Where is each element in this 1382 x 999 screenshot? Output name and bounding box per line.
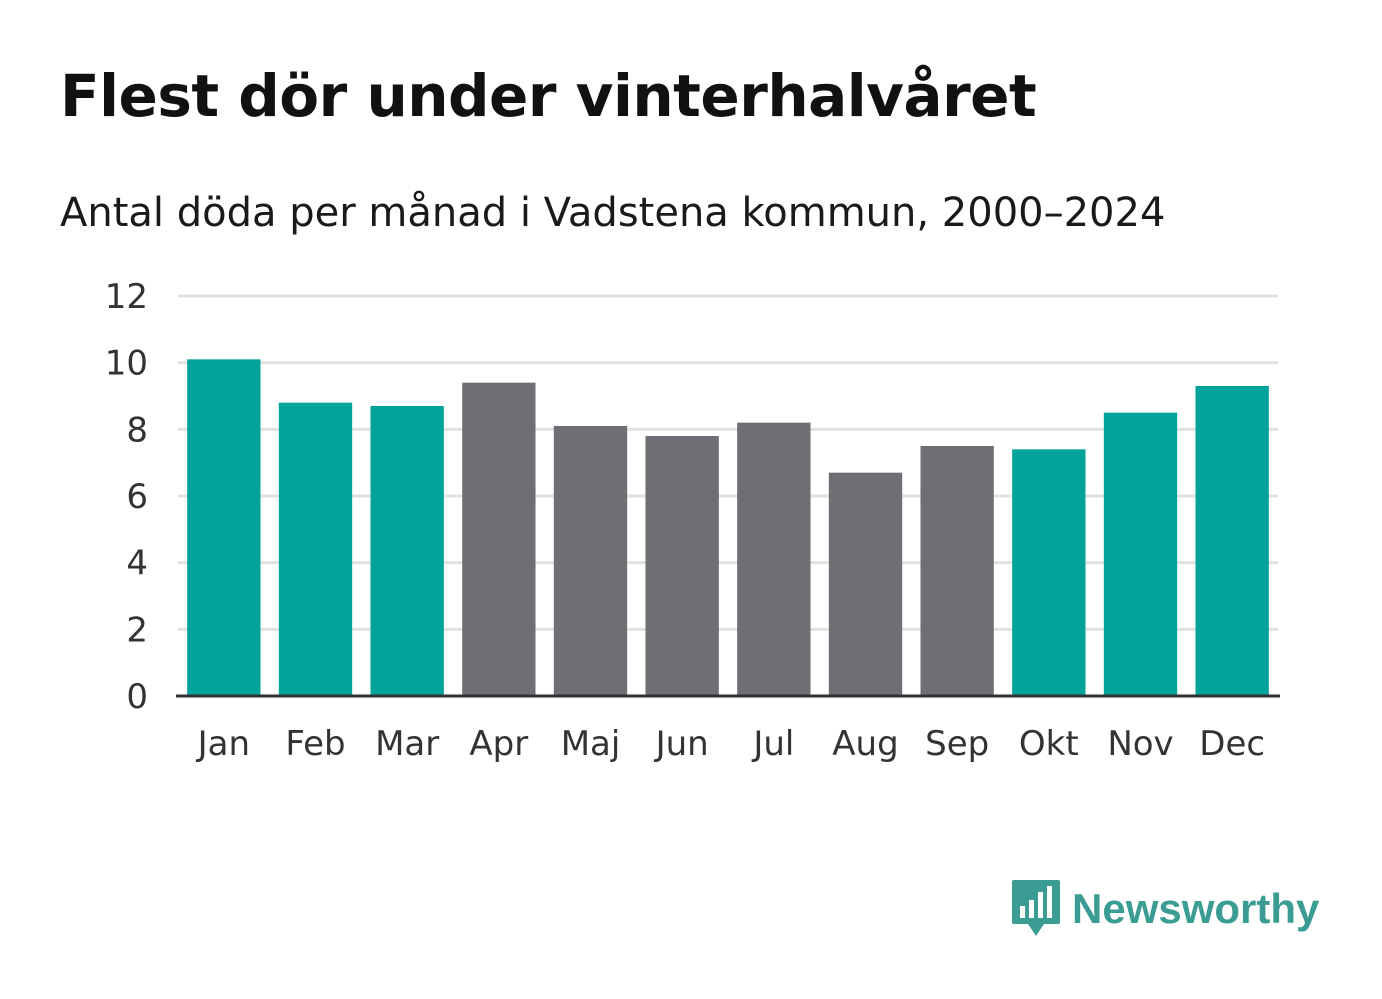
- bar-dec: [1195, 386, 1269, 696]
- bar-maj: [553, 426, 628, 696]
- bar-aug: [828, 472, 903, 696]
- x-tick-label: Feb: [285, 724, 345, 764]
- chart-title: Flest dör under vinterhalvåret: [60, 62, 1037, 130]
- x-tick-label: Jul: [751, 724, 794, 764]
- x-tick-label: Apr: [469, 724, 528, 764]
- y-tick-label: 10: [105, 344, 148, 384]
- logo-text: Newsworthy: [1072, 885, 1320, 932]
- y-tick-label: 2: [126, 610, 148, 650]
- bar-jun: [645, 436, 719, 696]
- x-tick-label: Dec: [1199, 724, 1265, 764]
- axes: 0 2 4 6 8 10 12 Jan Feb Mar Apr Maj Jun Jul Aug Sep Okt N…: [105, 277, 1280, 764]
- newsworthy-chart-bubble-icon: [1012, 880, 1060, 936]
- grid-lines: [178, 294, 1278, 631]
- y-tick-label: 4: [126, 544, 148, 584]
- bars: [187, 359, 1269, 696]
- x-tick-label: Sep: [925, 724, 989, 764]
- bar-mar: [370, 406, 444, 696]
- bar-jan: [187, 359, 261, 696]
- x-tick-label: Maj: [561, 724, 621, 764]
- y-tick-label: 8: [126, 410, 148, 450]
- bar-apr: [462, 382, 536, 696]
- bar-feb: [278, 402, 353, 696]
- x-tick-label: Okt: [1019, 724, 1079, 764]
- y-tick-label: 12: [105, 277, 148, 317]
- x-tick-label: Jan: [196, 724, 250, 764]
- x-tick-label: Nov: [1107, 724, 1173, 764]
- bar-jul: [737, 422, 811, 696]
- y-tick-label: 0: [126, 677, 148, 717]
- bar-sep: [920, 446, 994, 696]
- bar-nov: [1103, 412, 1178, 696]
- x-tick-label: Aug: [832, 724, 898, 764]
- y-tick-label: 6: [126, 477, 148, 517]
- chart-subtitle: Antal döda per månad i Vadstena kommun, …: [60, 190, 1166, 236]
- x-tick-label: Jun: [654, 724, 709, 764]
- newsworthy-logo: Newsworthy: [1010, 878, 1319, 940]
- x-tick-label: Mar: [375, 724, 439, 764]
- bar-okt: [1012, 449, 1086, 696]
